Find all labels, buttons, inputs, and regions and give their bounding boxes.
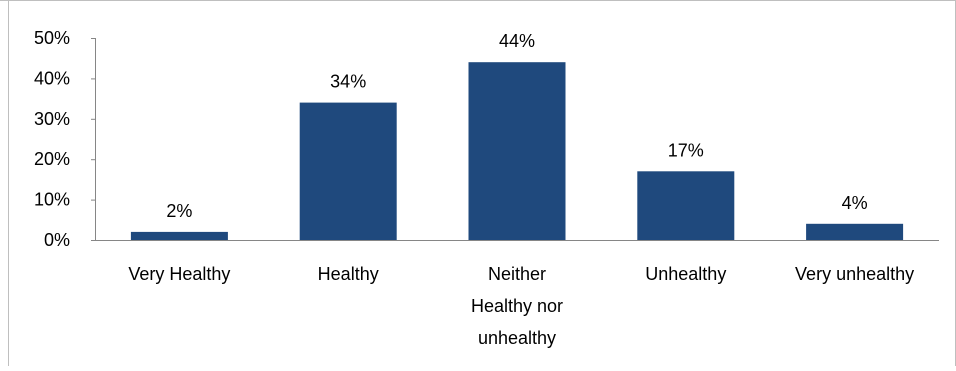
- y-tick-label: 50%: [34, 28, 70, 48]
- y-tick-label: 10%: [34, 190, 70, 210]
- y-tick-label: 20%: [34, 149, 70, 169]
- x-tick-label: Unhealthy: [645, 264, 726, 284]
- data-label: 17%: [668, 140, 704, 160]
- x-tick-label: Very Healthy: [128, 264, 230, 284]
- bars-group: [130, 62, 904, 241]
- x-tick-label: Healthy: [318, 264, 379, 284]
- x-axis-tick-labels: Very Healthy Healthy Neither Healthy nor unh…: [128, 264, 914, 348]
- data-label: 34%: [330, 72, 366, 92]
- bar: [299, 102, 397, 240]
- bar: [637, 171, 735, 240]
- y-tick-label: 30%: [34, 109, 70, 129]
- bar: [468, 62, 566, 241]
- data-label: 4%: [842, 193, 868, 213]
- y-tick-label: 40%: [34, 68, 70, 88]
- y-axis-tick-labels: 0% 10% 20% 30% 40% 50%: [34, 28, 95, 250]
- bar: [130, 231, 228, 240]
- x-tick-label: Very unhealthy: [795, 264, 914, 284]
- data-label: 44%: [499, 31, 535, 51]
- y-tick-label: 0%: [44, 230, 70, 250]
- x-tick-label: Neither: [488, 264, 546, 284]
- x-tick-label: Healthy nor: [471, 296, 563, 316]
- bar: [806, 223, 904, 240]
- data-labels-group: 2% 34% 44% 17% 4%: [166, 31, 867, 221]
- x-tick-label: unhealthy: [478, 328, 556, 348]
- data-label: 2%: [166, 201, 192, 221]
